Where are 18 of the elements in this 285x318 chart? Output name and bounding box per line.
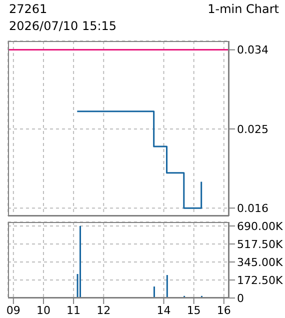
y-tick-label: 0.025 [237, 122, 268, 136]
y-tick-label: 0.016 [237, 202, 268, 215]
text: 2026/07/10 15:15 [9, 19, 117, 33]
y-tick-label: 172.50K [237, 274, 284, 287]
x-tick-label: 12 [96, 304, 111, 317]
chart-subtitle: 1-min Chart [208, 2, 279, 16]
x-tick-label: 11 [66, 304, 81, 317]
x-tick-label: 14 [156, 304, 171, 317]
y-tick-label: 0 [237, 292, 244, 305]
x-tick-label: 10 [36, 304, 50, 317]
chart-title: 27261 [9, 2, 48, 16]
y-tick-label: 690.00K [237, 220, 284, 233]
y-tick-label: 0.034 [237, 44, 268, 57]
x-tick-label: 16 [216, 304, 231, 317]
x-tick-label: 09 [6, 304, 20, 317]
y-tick-label: 345.00K [237, 256, 284, 269]
x-tick-label: 15 [186, 304, 201, 317]
y-tick-label: 517.50K [237, 238, 284, 251]
